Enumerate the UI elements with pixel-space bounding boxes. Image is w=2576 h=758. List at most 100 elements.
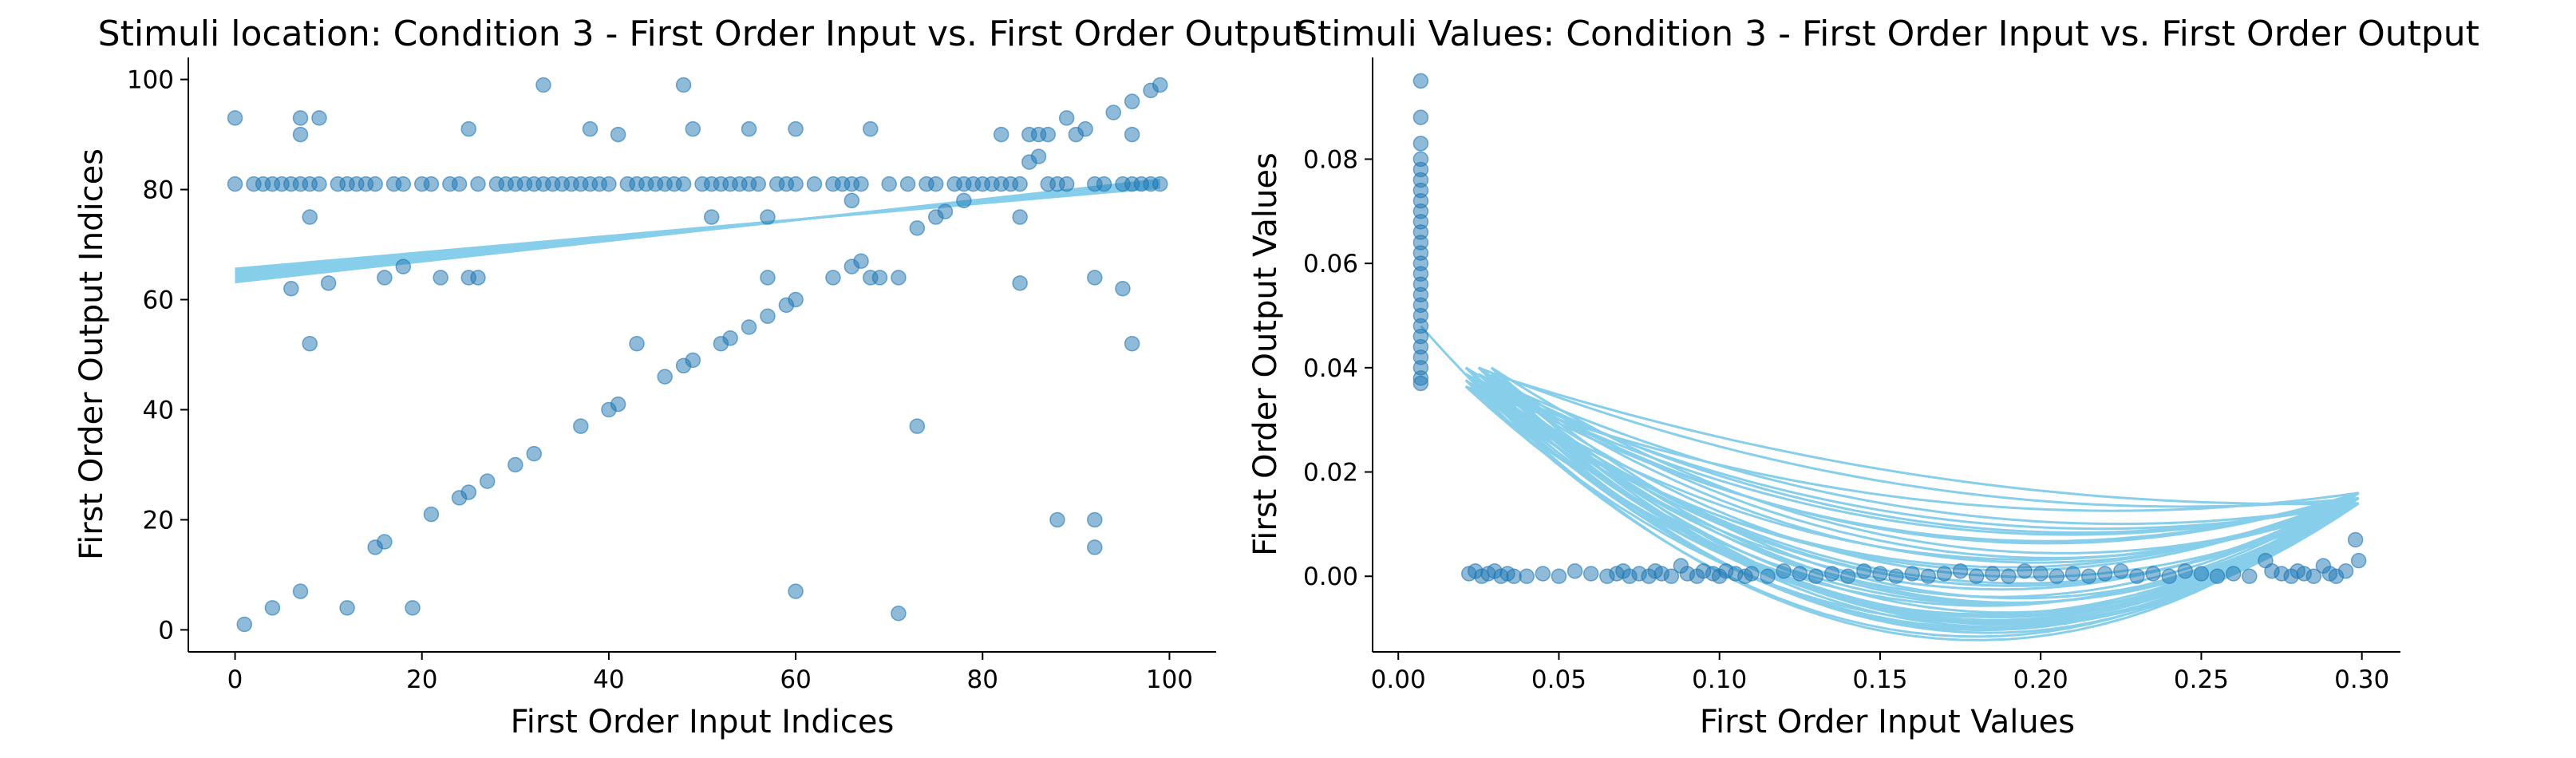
fit-curve	[1464, 366, 2360, 545]
x-tick-label: 40	[593, 665, 624, 694]
scatter-point	[1105, 105, 1121, 120]
fit-curve	[1464, 373, 2360, 543]
scatter-point	[1040, 126, 1056, 143]
scatter-point	[1012, 209, 1028, 225]
left-chart-title: Stimuli location: Condition 3 - First Or…	[98, 14, 1307, 54]
scatter-point	[423, 176, 440, 192]
scatter-point	[2337, 563, 2354, 579]
scatter-point	[871, 270, 888, 286]
x-tick-label: 60	[780, 665, 811, 694]
scatter-point	[377, 270, 393, 286]
y-tick-label: 0.00	[1303, 563, 1358, 591]
scatter-point	[433, 270, 448, 286]
fit-curve	[1464, 366, 2360, 632]
scatter-point	[788, 291, 804, 308]
scatter-point	[2242, 568, 2258, 584]
fit-curve	[1478, 366, 2359, 508]
scatter-point	[806, 176, 823, 192]
scatter-point	[891, 270, 907, 286]
scatter-point	[395, 259, 412, 274]
y-tick-label: 0.02	[1303, 459, 1358, 488]
scatter-point	[937, 203, 954, 219]
scatter-point	[2305, 568, 2322, 584]
scatter-point	[1412, 73, 1429, 89]
scatter-point	[460, 484, 477, 500]
fit-curve	[1491, 379, 2359, 526]
scatter-point	[1058, 176, 1075, 192]
scatter-point	[227, 110, 243, 126]
scatter-point	[292, 110, 309, 126]
y-tick-label: 0.06	[1303, 250, 1358, 278]
scatter-point	[2225, 566, 2242, 582]
scatter-point	[2129, 568, 2145, 584]
scatter-point	[1663, 568, 1680, 584]
scatter-point	[657, 369, 673, 385]
scatter-point	[741, 120, 757, 137]
scatter-point	[788, 176, 804, 192]
scatter-point	[423, 506, 440, 523]
scatter-point	[1412, 109, 1429, 125]
scatter-point	[377, 534, 393, 550]
scatter-point	[2033, 566, 2049, 582]
fit-curve	[1464, 379, 2360, 616]
scatter-point	[909, 418, 926, 434]
scatter-point	[1124, 335, 1140, 352]
fit-curve	[1491, 373, 2359, 506]
scatter-point	[1792, 566, 1808, 582]
scatter-point	[1744, 566, 1760, 582]
scatter-point	[236, 616, 253, 633]
scatter-point	[1936, 566, 1953, 582]
scatter-point	[1058, 110, 1075, 126]
x-tick-label: 0.05	[1531, 665, 1586, 694]
scatter-point	[1760, 568, 1776, 584]
right-y-axis-label: First Order Output Values	[1247, 152, 1284, 556]
scatter-point	[703, 209, 720, 225]
scatter-point	[853, 176, 869, 192]
scatter-point	[1535, 566, 1551, 582]
x-tick-label: 100	[1146, 665, 1193, 694]
scatter-point	[844, 192, 860, 209]
scatter-point	[460, 120, 477, 137]
y-tick-label: 80	[143, 176, 174, 205]
fit-curve	[1464, 366, 2360, 598]
scatter-point	[339, 600, 355, 616]
scatter-point	[2113, 563, 2129, 579]
scatter-point	[899, 176, 916, 192]
scatter-point	[788, 120, 804, 137]
scatter-point	[1968, 568, 1985, 584]
scatter-point	[479, 473, 496, 489]
right-chart-title: Stimuli Values: Condition 3 - First Orde…	[1295, 14, 2479, 54]
scatter-point	[863, 120, 879, 137]
scatter-point	[1077, 120, 1093, 137]
scatter-point	[311, 110, 327, 126]
scatter-point	[508, 456, 523, 473]
scatter-point	[675, 77, 692, 93]
scatter-point	[1952, 563, 1969, 579]
x-tick-label: 80	[967, 665, 998, 694]
scatter-point	[750, 176, 767, 192]
scatter-point	[610, 126, 626, 143]
scatter-point	[891, 605, 907, 622]
x-tick-label: 0.20	[2013, 665, 2068, 694]
y-tick-label: 60	[143, 286, 174, 315]
fit-curve	[1491, 366, 2360, 555]
scatter-point	[675, 176, 692, 192]
scatter-point	[1012, 275, 1028, 291]
y-tick-label: 20	[143, 506, 174, 535]
scatter-point	[853, 253, 869, 269]
scatter-point	[629, 335, 645, 352]
scatter-point	[451, 176, 468, 192]
x-tick-label: 0.15	[1852, 665, 1907, 694]
scatter-point	[1012, 176, 1028, 192]
scatter-point	[1872, 566, 1888, 582]
right-x-axis-label: First Order Input Values	[1700, 704, 2075, 740]
scatter-point	[881, 176, 897, 192]
scatter-point	[1519, 568, 1535, 584]
left-y-axis-label: First Order Output Indices	[73, 148, 110, 560]
scatter-point	[1412, 136, 1429, 152]
scatter-point	[1152, 77, 1168, 93]
scatter-point	[1839, 568, 1856, 584]
scatter-point	[1985, 566, 2001, 582]
y-tick-label: 0.08	[1303, 145, 1358, 174]
